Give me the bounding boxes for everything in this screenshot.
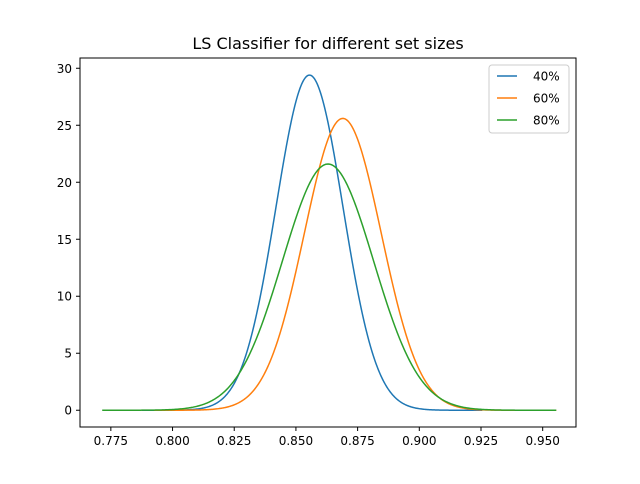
- x-tick-label: 0.775: [94, 434, 128, 448]
- legend-label: 60%: [533, 92, 560, 106]
- series-line-80pct: [102, 163, 557, 411]
- y-axis: 0 5 10 15 20 25 30: [57, 62, 80, 418]
- y-tick-label: 20: [57, 176, 72, 190]
- series-line-40pct: [141, 74, 483, 411]
- plot-area: [102, 74, 557, 411]
- axes-frame: [79, 57, 577, 428]
- y-tick-label: 10: [57, 290, 72, 304]
- x-tick-label: 0.875: [340, 434, 374, 448]
- y-tick-label: 15: [57, 233, 72, 247]
- x-tick-label: 0.800: [155, 434, 189, 448]
- x-tick-label: 0.925: [464, 434, 498, 448]
- y-tick-label: 0: [64, 404, 72, 418]
- y-tick-label: 30: [57, 62, 72, 76]
- y-tick-label: 5: [64, 347, 72, 361]
- x-tick-label: 0.825: [217, 434, 251, 448]
- x-axis: 0.775 0.800 0.825 0.850 0.875 0.900 0.925 0.950: [94, 427, 560, 448]
- x-tick-label: 0.850: [279, 434, 313, 448]
- legend-box: [488, 64, 570, 134]
- legend-label: 80%: [533, 114, 560, 128]
- x-tick-label: 0.950: [526, 434, 560, 448]
- y-tick-label: 25: [57, 119, 72, 133]
- legend-label: 40%: [533, 70, 560, 84]
- chart-title: LS Classifier for different set sizes: [192, 34, 463, 53]
- x-tick-label: 0.900: [402, 434, 436, 448]
- legend: 40% 60% 80%: [488, 64, 570, 134]
